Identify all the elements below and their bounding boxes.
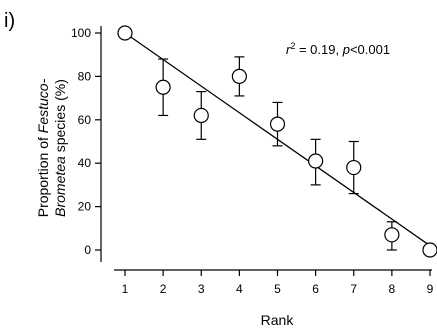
r-superscript: 2 [290, 41, 295, 51]
y-tick-label: 100 [71, 26, 91, 40]
data-point [269, 116, 286, 132]
y-tick-label: 20 [78, 200, 92, 214]
p-symbol: p [342, 42, 350, 57]
x-tick-label: 2 [160, 282, 167, 296]
data-point [117, 25, 133, 41]
y-ticks: 0 20 40 60 80 100 [71, 26, 101, 257]
stats-annotation: r2 = 0.19, p<0.001 [286, 41, 390, 57]
data-points [117, 25, 437, 258]
r-symbol: r [286, 42, 291, 57]
r-value: = 0.19, [295, 42, 342, 57]
x-axis-label: Rank [261, 312, 295, 328]
y-axis-label-line2: Brometea species (%) [52, 79, 68, 217]
x-ticks: 1 2 3 4 5 6 7 8 9 [122, 270, 434, 296]
x-tick-label: 1 [122, 282, 129, 296]
data-point [193, 107, 209, 124]
data-point [308, 153, 324, 169]
data-point [155, 79, 171, 95]
y-tick-label: 60 [78, 113, 92, 127]
data-point [384, 227, 400, 243]
y-tick-label: 80 [78, 69, 92, 83]
x-tick-label: 7 [350, 282, 357, 296]
x-tick-label: 4 [236, 282, 243, 296]
error-bars [158, 56, 397, 251]
data-point [231, 68, 247, 85]
y-tick-label: 0 [84, 243, 91, 257]
y-tick-label: 40 [78, 156, 92, 170]
x-tick-label: 8 [389, 282, 396, 296]
x-tick-label: 5 [274, 282, 281, 296]
panel-label: i) [4, 10, 15, 32]
data-point [422, 242, 437, 258]
data-point [346, 159, 362, 176]
y-axis-label-line1: Proportion of Festuco- [35, 78, 51, 217]
x-tick-label: 9 [427, 282, 434, 296]
x-tick-label: 6 [312, 282, 319, 296]
x-tick-label: 3 [198, 282, 205, 296]
p-value: <0.001 [350, 42, 390, 57]
